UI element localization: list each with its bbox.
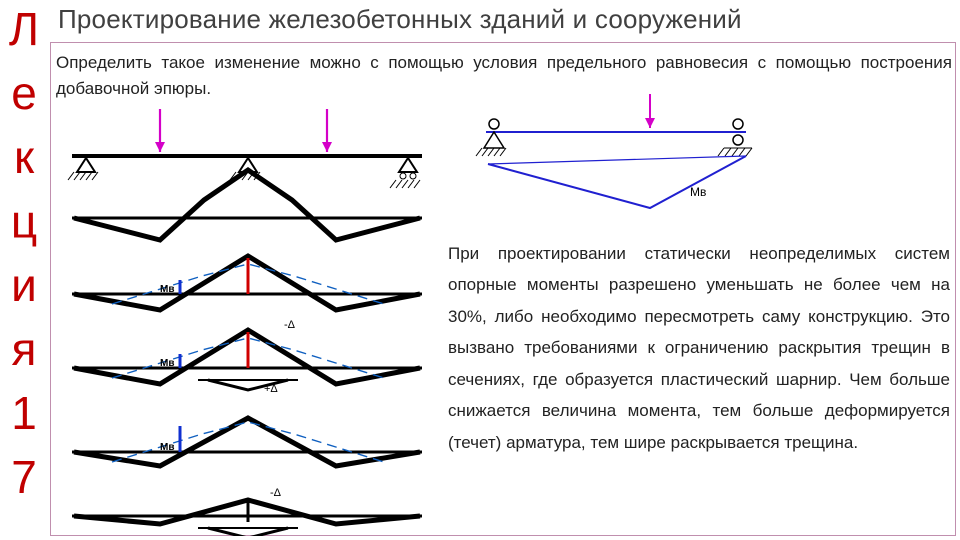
svg-text:Mв: Mв: [160, 358, 174, 369]
moment-diagrams: MвMв-Δ+ΔMв-Δ: [52, 106, 442, 536]
page-title: Проектирование железобетонных зданий и с…: [58, 4, 742, 35]
simple-beam-diagram: Mв: [446, 94, 786, 234]
svg-text:-Δ: -Δ: [284, 319, 296, 331]
lecture-label: Лекция17: [0, 0, 48, 540]
svg-text:Mв: Mв: [160, 284, 174, 295]
svg-text:Mв: Mв: [160, 442, 174, 453]
body-text: При проектировании статически неопредели…: [448, 238, 950, 458]
svg-text:-Δ: -Δ: [270, 487, 282, 499]
svg-text:Mв: Mв: [690, 185, 706, 199]
